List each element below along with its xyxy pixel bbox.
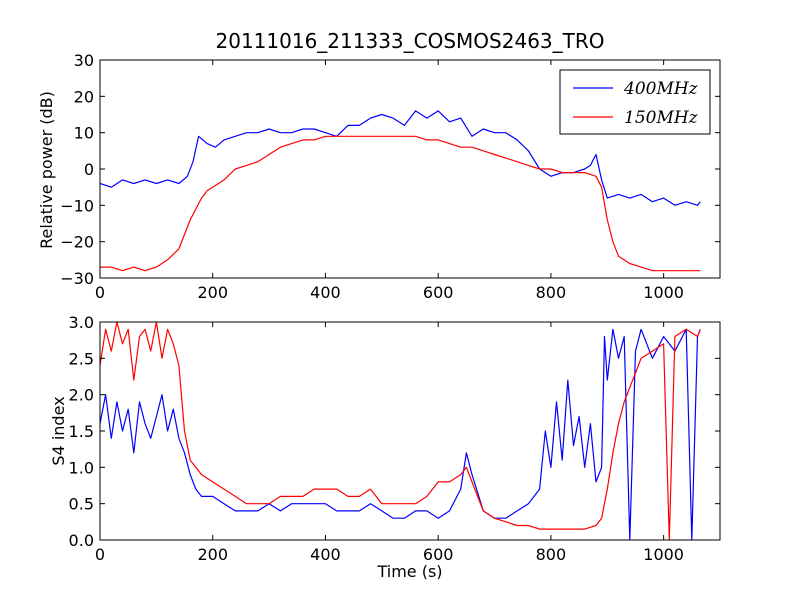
x-tick-label: 800 (536, 283, 567, 302)
legend-label-400mhz: 400MHz (623, 79, 699, 99)
x-tick-label: 0 (95, 283, 105, 302)
x-tick-label: 1000 (643, 545, 684, 564)
x-tick-label: 1000 (643, 283, 684, 302)
s4-ylabel: S4 index (49, 396, 68, 465)
legend: 400MHz 150MHz (560, 70, 710, 134)
y-tick-label: 2.5 (69, 349, 94, 368)
y-tick-label: 30 (74, 51, 94, 70)
figure-title: 20111016_211333_COSMOS2463_TRO (216, 29, 605, 53)
y-tick-label: −10 (60, 196, 94, 215)
series-line-400mhz (100, 329, 700, 540)
legend-label-150mhz: 150MHz (624, 108, 699, 128)
s4-xlabel: Time (s) (376, 562, 442, 581)
x-tick-label: 400 (310, 283, 341, 302)
y-tick-label: 10 (74, 124, 94, 143)
y-tick-label: 3.0 (69, 313, 94, 332)
y-tick-label: 1.5 (69, 422, 94, 441)
x-tick-label: 200 (197, 545, 228, 564)
series-line-150mhz (100, 136, 700, 270)
y-tick-label: 0 (84, 160, 94, 179)
y-tick-label: 2.0 (69, 386, 94, 405)
y-tick-label: 1.0 (69, 458, 94, 477)
y-tick-label: 0.5 (69, 495, 94, 514)
x-tick-label: 400 (310, 545, 341, 564)
x-tick-label: 600 (423, 283, 454, 302)
y-tick-label: −20 (60, 233, 94, 252)
x-tick-label: 200 (197, 283, 228, 302)
x-tick-label: 800 (536, 545, 567, 564)
power-ylabel: Relative power (dB) (37, 91, 56, 249)
y-tick-label: 0.0 (69, 531, 94, 550)
x-tick-label: 0 (95, 545, 105, 564)
y-tick-label: 20 (74, 87, 94, 106)
y-tick-label: −30 (60, 269, 94, 288)
